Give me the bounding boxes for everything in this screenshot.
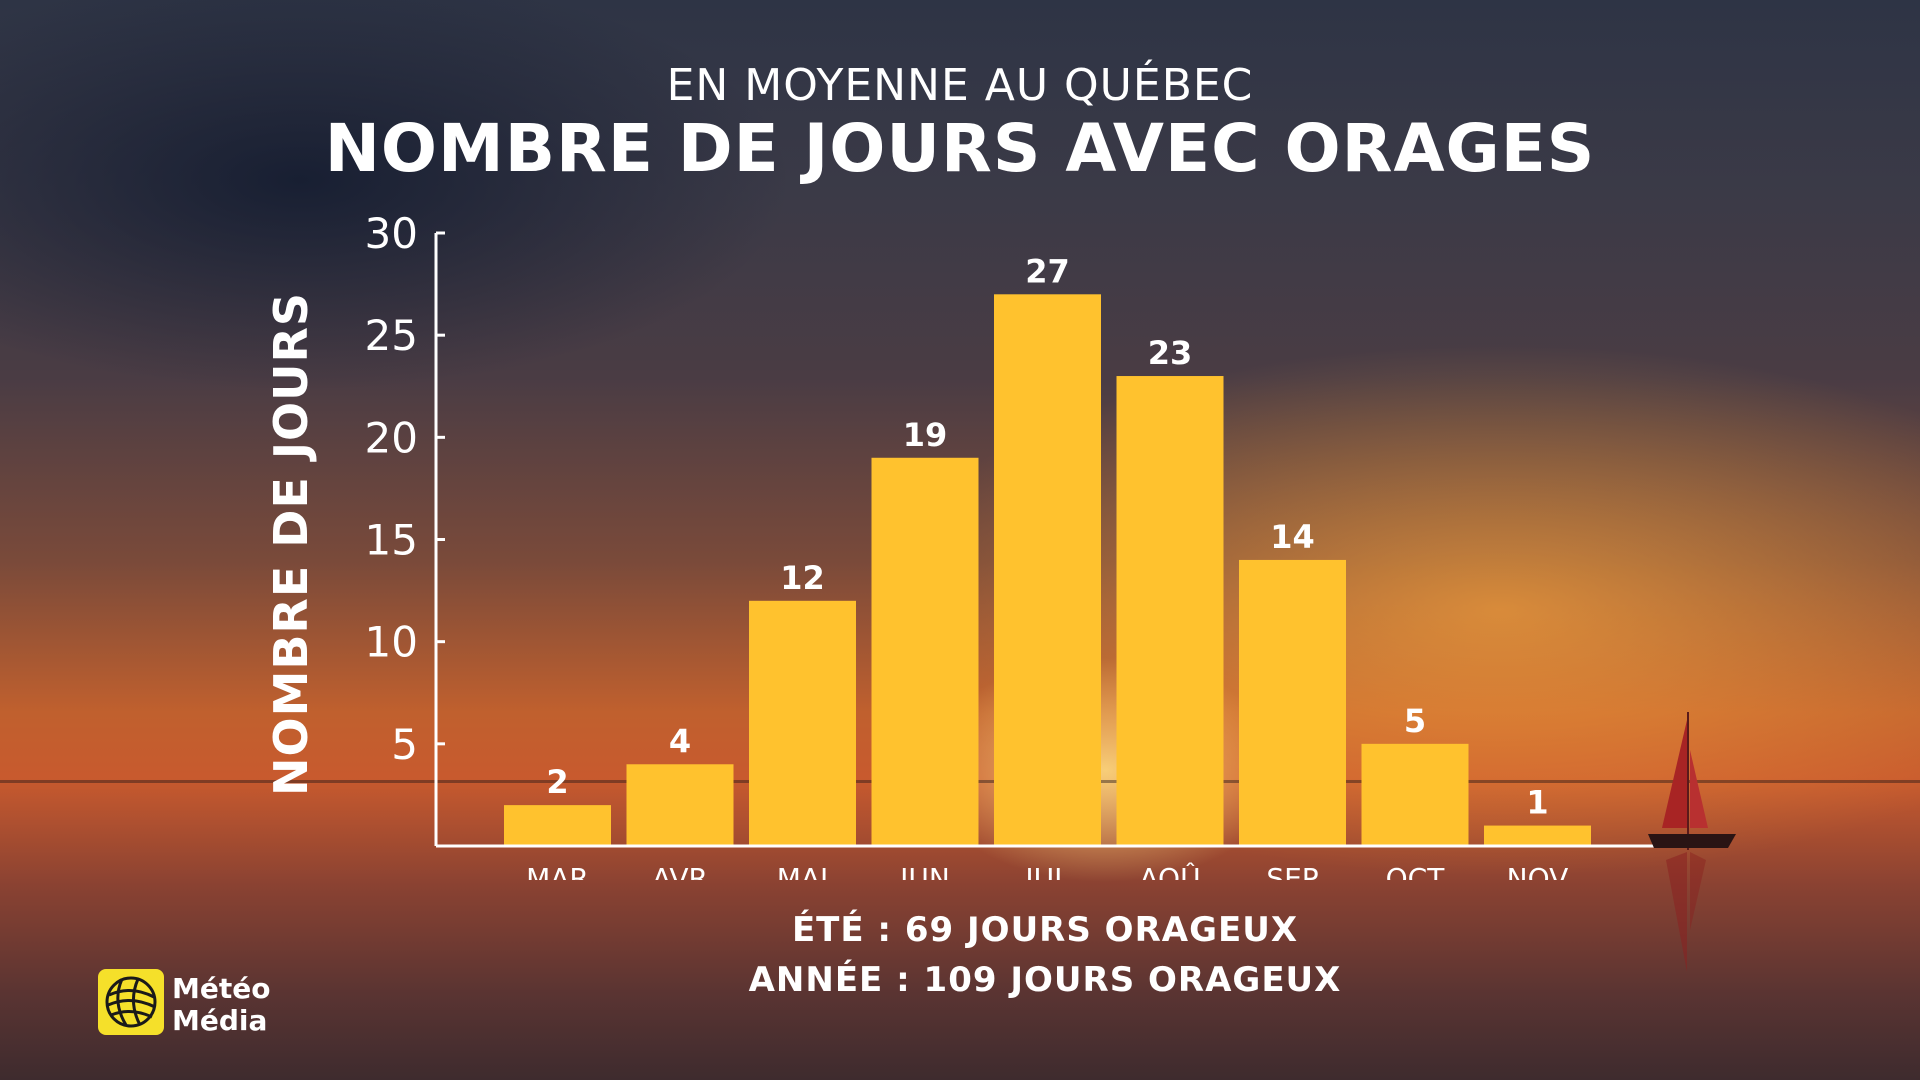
x-tick-label-oct: OCT [1386, 862, 1446, 880]
year-total: ANNÉE : 109 JOURS ORAGEUX [748, 960, 1342, 1000]
x-tick-label-sep: SEP [1266, 862, 1318, 880]
data-label-jun: 19 [903, 416, 948, 454]
bars-group: 2 4 12 19 27 23 14 5 1 [504, 252, 1591, 846]
x-tick-label-mar: MAR [526, 862, 589, 880]
data-label-aoû: 23 [1148, 334, 1193, 372]
y-ticks-group: 5 10 15 20 25 30 [365, 209, 445, 769]
bar-sep [1239, 559, 1346, 846]
bar-avr [626, 764, 734, 846]
sailboat-illustration [1648, 712, 1736, 972]
meteomedia-logo: Météo Média [98, 969, 270, 1037]
chart-title: NOMBRE DE JOURS AVEC ORAGES [324, 110, 1596, 187]
bar-chart: 2 4 12 19 27 23 14 5 1 5 10 15 20 25 30 MAR AVR MAI JUN J… [264, 209, 1591, 880]
bar-mar [504, 805, 611, 846]
x-labels-group: MAR AVR MAI JUN JUL AOÛ SEP OCT NOV [526, 861, 1568, 880]
data-label-avr: 4 [669, 722, 691, 760]
bar-oct [1361, 743, 1469, 846]
data-label-sep: 14 [1270, 518, 1315, 556]
x-tick-label-avr: AVR [652, 862, 708, 880]
logo-text-line1: Météo [172, 972, 270, 1005]
y-tick-label-3: 20 [365, 413, 418, 462]
y-tick-label-5: 30 [365, 209, 418, 258]
data-label-nov: 1 [1526, 784, 1548, 822]
y-tick-label-2: 15 [365, 516, 418, 565]
data-label-jul: 27 [1025, 252, 1070, 290]
y-tick-label-0: 5 [391, 720, 418, 769]
bar-jun [871, 457, 979, 846]
globe-icon [105, 976, 157, 1028]
x-tick-label-nov: NOV [1507, 862, 1569, 880]
bar-aoû [1116, 376, 1224, 846]
y-tick-label-1: 10 [365, 618, 418, 667]
data-label-mai: 12 [780, 559, 825, 597]
bar-jul [994, 294, 1101, 846]
data-label-oct: 5 [1404, 702, 1426, 740]
summer-total: ÉTÉ : 69 JOURS ORAGEUX [791, 910, 1299, 950]
x-tick-label-jun: JUN [898, 862, 950, 880]
y-axis-label: NOMBRE DE JOURS [264, 292, 318, 796]
logo-text-line2: Média [172, 1004, 267, 1037]
y-tick-label-4: 25 [365, 311, 418, 360]
x-tick-label-jul: JUL [1023, 862, 1070, 880]
chart-subtitle: EN MOYENNE AU QUÉBEC [666, 60, 1254, 111]
x-tick-label-mai: MAI [777, 862, 829, 880]
bar-nov [1484, 825, 1591, 846]
data-label-mar: 2 [546, 763, 568, 801]
x-tick-label-aoû: AOÛ [1139, 861, 1200, 880]
bar-mai [749, 600, 856, 846]
